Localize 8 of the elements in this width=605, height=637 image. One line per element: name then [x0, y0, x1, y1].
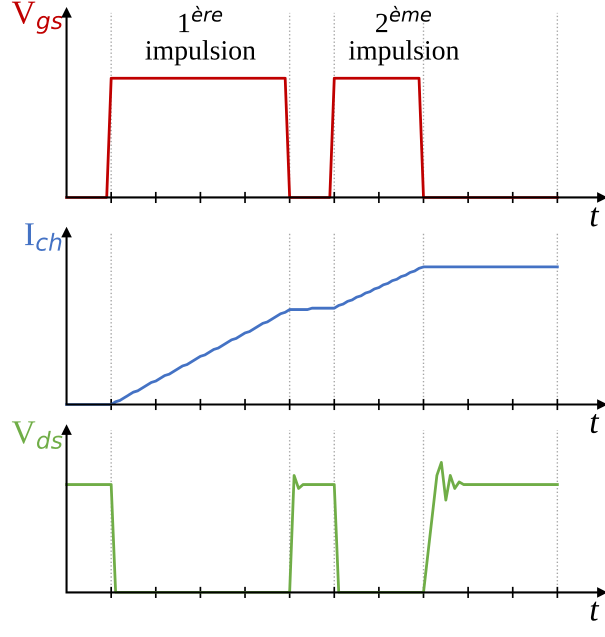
x-axis-title: t [590, 207, 600, 226]
x-axis-title: t [590, 414, 600, 434]
y-axis-title: V$_{gs}$ [12, 2, 62, 34]
text: 2$^{ème}$ impulsion [348, 6, 460, 66]
text: 1$^{ère}$ impulsion [145, 6, 256, 66]
y-axis-title: I$_{ch}$ [25, 223, 62, 251]
x-axis-title: t [590, 602, 600, 621]
y-axis-title: V$_{ds}$ [12, 421, 62, 449]
